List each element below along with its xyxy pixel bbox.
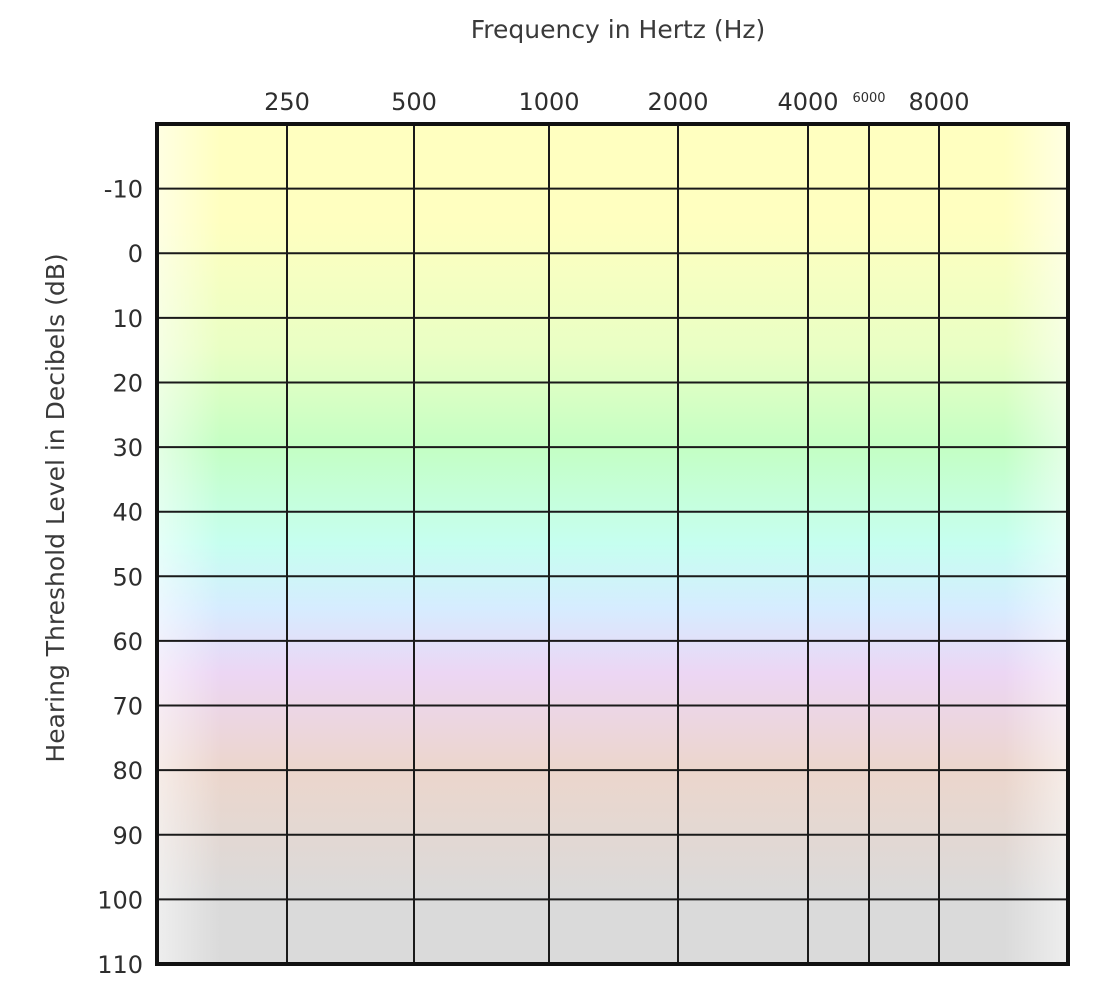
- y-tick-label-20: 20: [112, 369, 143, 397]
- x-tick-label-8000: 8000: [908, 88, 969, 116]
- y-tick-label-90: 90: [112, 822, 143, 850]
- y-tick-label-60: 60: [112, 628, 143, 656]
- x-tick-label-6000: 6000: [852, 91, 885, 106]
- y-tick-label-40: 40: [112, 499, 143, 527]
- y-tick-label-30: 30: [112, 434, 143, 462]
- y-tick-label-10: 10: [112, 305, 143, 333]
- x-tick-label-2000: 2000: [647, 88, 708, 116]
- x-tick-label-500: 500: [391, 88, 437, 116]
- grid-lines: [157, 124, 1068, 964]
- y-tick-label-100: 100: [97, 886, 143, 914]
- plot-frame: [155, 122, 1070, 966]
- y-axis-title: Hearing Threshold Level in Decibels (dB): [41, 253, 70, 762]
- x-tick-label-4000: 4000: [777, 88, 838, 116]
- y-tick-label-110: 110: [97, 951, 143, 979]
- y-axis-ticks: -10 0 10 20 30 40 50 60 70 80 90 100 110: [97, 176, 143, 979]
- y-tick-label-0: 0: [128, 240, 143, 268]
- x-axis-title: Frequency in Hertz (Hz): [471, 15, 766, 44]
- y-tick-label-50: 50: [112, 563, 143, 591]
- y-tick-label-80: 80: [112, 757, 143, 785]
- x-axis-ticks: 250 500 1000 2000 4000 6000 8000: [264, 88, 969, 116]
- y-tick-label--10: -10: [104, 176, 143, 204]
- plot-edge-fade: [157, 124, 1068, 964]
- x-tick-label-250: 250: [264, 88, 310, 116]
- x-tick-label-1000: 1000: [518, 88, 579, 116]
- y-tick-label-70: 70: [112, 693, 143, 721]
